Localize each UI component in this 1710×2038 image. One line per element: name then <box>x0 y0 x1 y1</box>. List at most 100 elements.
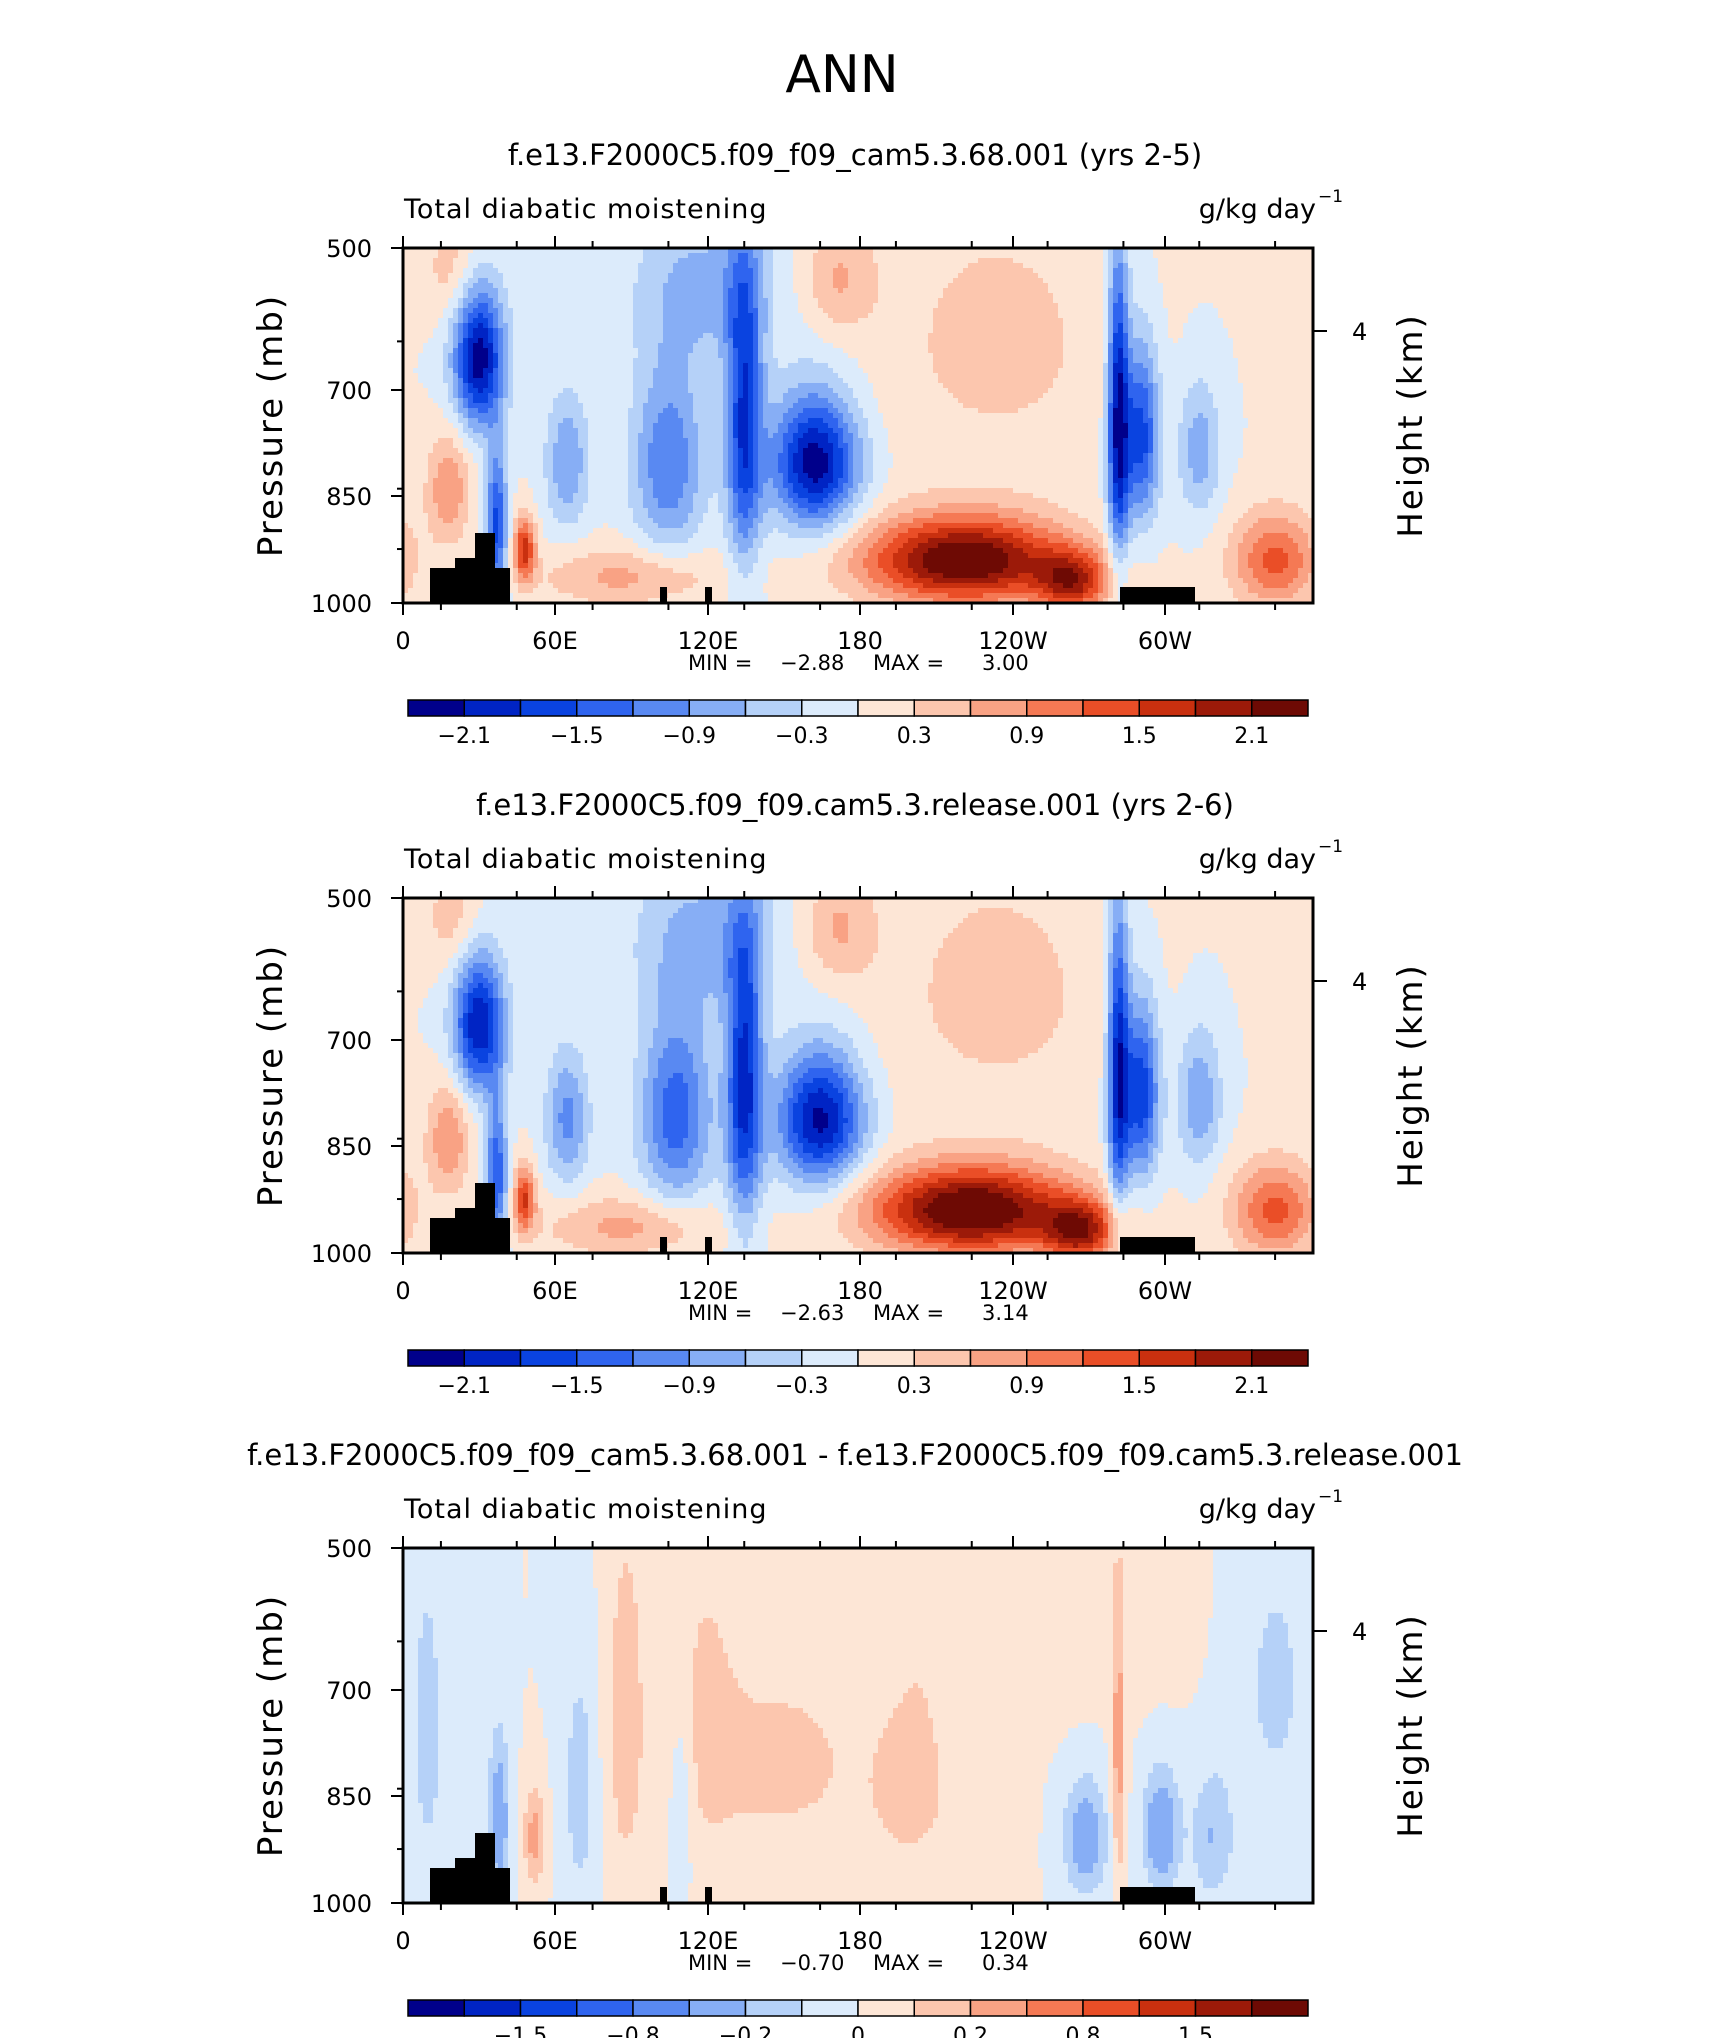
colorbar-label: −0.2 <box>719 2024 772 2038</box>
colorbar-swatch <box>802 1350 858 1366</box>
colorbar: −2.1 −1.5 −0.9 −0.3 0.3 0.9 1.5 2.1 <box>408 700 1308 749</box>
y-tick-label: 700 <box>326 1027 372 1055</box>
colorbar-swatch <box>802 2000 858 2016</box>
y-tick-label: 500 <box>326 235 372 263</box>
units-exponent: −1 <box>1318 837 1343 857</box>
colorbar-swatch <box>1252 2000 1308 2016</box>
colorbar-label: 1.5 <box>1122 1374 1157 1399</box>
panel-2: f.e13.F2000C5.f09_f09.cam5.3.release.001… <box>251 788 1431 1399</box>
colorbar-swatch <box>689 700 745 716</box>
units-label: g/kg day <box>1199 1494 1316 1525</box>
max-value: 3.14 <box>982 1301 1029 1325</box>
y-right-tick-label: 4 <box>1352 318 1367 346</box>
colorbar-swatch <box>1027 700 1083 716</box>
x-tick-label: 60W <box>1138 1277 1192 1305</box>
y-right-axis-title: Height (km) <box>1391 963 1431 1188</box>
colorbar-label: 0.8 <box>1066 2024 1101 2038</box>
colorbar-swatch <box>746 1350 802 1366</box>
colorbar-label: 0.2 <box>953 2024 988 2038</box>
variable-label: Total diabatic moistening <box>403 844 767 875</box>
colorbar-label: −1.5 <box>550 1374 603 1399</box>
colorbar-swatch <box>408 700 464 716</box>
colorbar-swatch <box>633 700 689 716</box>
colorbar-swatch <box>689 2000 745 2016</box>
colorbar-label: −0.9 <box>663 1374 716 1399</box>
max-value: 3.00 <box>982 651 1029 675</box>
colorbar-label: −0.3 <box>775 1374 828 1399</box>
contour-field <box>403 248 1314 604</box>
colorbar-label: −2.1 <box>438 1374 491 1399</box>
colorbar-swatch <box>1083 1350 1139 1366</box>
colorbar-swatch <box>1196 1350 1252 1366</box>
colorbar-label: 0 <box>851 2024 865 2038</box>
min-value: −0.70 <box>780 1951 844 1975</box>
colorbar-swatch <box>633 2000 689 2016</box>
min-value: −2.63 <box>780 1301 844 1325</box>
colorbar-swatch <box>1196 700 1252 716</box>
y-tick-label: 500 <box>326 885 372 913</box>
max-label: MAX = <box>873 1951 944 1975</box>
units-exponent: −1 <box>1318 187 1343 207</box>
colorbar-swatch <box>577 1350 633 1366</box>
colorbar-swatch <box>858 700 914 716</box>
colorbar-swatch <box>521 2000 577 2016</box>
units-label: g/kg day <box>1199 844 1316 875</box>
x-tick-label: 0 <box>395 627 410 655</box>
colorbar-swatch <box>914 1350 970 1366</box>
colorbar-swatch <box>971 2000 1027 2016</box>
colorbar-label: 0.3 <box>897 724 932 749</box>
colorbar-swatch <box>633 1350 689 1366</box>
y-right-axis-title: Height (km) <box>1391 1613 1431 1838</box>
x-tick-label: 60E <box>532 627 578 655</box>
colorbar-swatch <box>521 1350 577 1366</box>
y-axis-title: Pressure (mb) <box>251 294 291 557</box>
y-axis-title: Pressure (mb) <box>251 1594 291 1857</box>
colorbar-swatch <box>1027 2000 1083 2016</box>
panel-title: f.e13.F2000C5.f09_f09_cam5.3.68.001 (yrs… <box>508 138 1202 172</box>
max-value: 0.34 <box>982 1951 1029 1975</box>
y-tick-label: 700 <box>326 1677 372 1705</box>
x-tick-label: 0 <box>395 1927 410 1955</box>
colorbar-swatch <box>1252 1350 1308 1366</box>
min-value: −2.88 <box>780 651 844 675</box>
colorbar-swatch <box>577 2000 633 2016</box>
colorbar-swatch <box>746 2000 802 2016</box>
colorbar-label: −0.8 <box>606 2024 659 2038</box>
variable-label: Total diabatic moistening <box>403 1494 767 1525</box>
min-label: MIN = <box>688 1301 752 1325</box>
x-tick-label: 60W <box>1138 1927 1192 1955</box>
x-tick-label: 60E <box>532 1277 578 1305</box>
colorbar-swatch <box>521 700 577 716</box>
colorbar-swatch <box>1252 700 1308 716</box>
min-label: MIN = <box>688 1951 752 1975</box>
colorbar-label: 0.9 <box>1009 1374 1044 1399</box>
colorbar-swatch <box>1083 2000 1139 2016</box>
colorbar-label: −0.3 <box>775 724 828 749</box>
colorbar: −1.5 −0.8 −0.2 0 0.2 0.8 1.5 <box>408 2000 1308 2038</box>
colorbar-label: −0.9 <box>663 724 716 749</box>
y-axis-title: Pressure (mb) <box>251 944 291 1207</box>
y-tick-label: 1000 <box>311 1240 372 1268</box>
contour-field <box>403 898 1314 1254</box>
units-exponent: −1 <box>1318 1487 1343 1507</box>
colorbar-swatch <box>408 1350 464 1366</box>
colorbar-label: 0.9 <box>1009 724 1044 749</box>
y-tick-label: 700 <box>326 377 372 405</box>
y-tick-label: 850 <box>326 1783 372 1811</box>
colorbar-swatch <box>689 1350 745 1366</box>
y-tick-label: 850 <box>326 483 372 511</box>
colorbar-swatch <box>1139 2000 1195 2016</box>
max-label: MAX = <box>873 1301 944 1325</box>
panel-1: f.e13.F2000C5.f09_f09_cam5.3.68.001 (yrs… <box>251 138 1431 749</box>
colorbar-label: 2.1 <box>1234 724 1269 749</box>
colorbar-label: −2.1 <box>438 724 491 749</box>
colorbar-swatch <box>464 700 520 716</box>
colorbar-label: 1.5 <box>1178 2024 1213 2038</box>
colorbar-swatch <box>858 1350 914 1366</box>
colorbar-swatch <box>971 700 1027 716</box>
x-tick-label: 60W <box>1138 627 1192 655</box>
colorbar-swatch <box>1139 1350 1195 1366</box>
colorbar-swatch <box>577 700 633 716</box>
main-title: ANN <box>785 45 898 105</box>
